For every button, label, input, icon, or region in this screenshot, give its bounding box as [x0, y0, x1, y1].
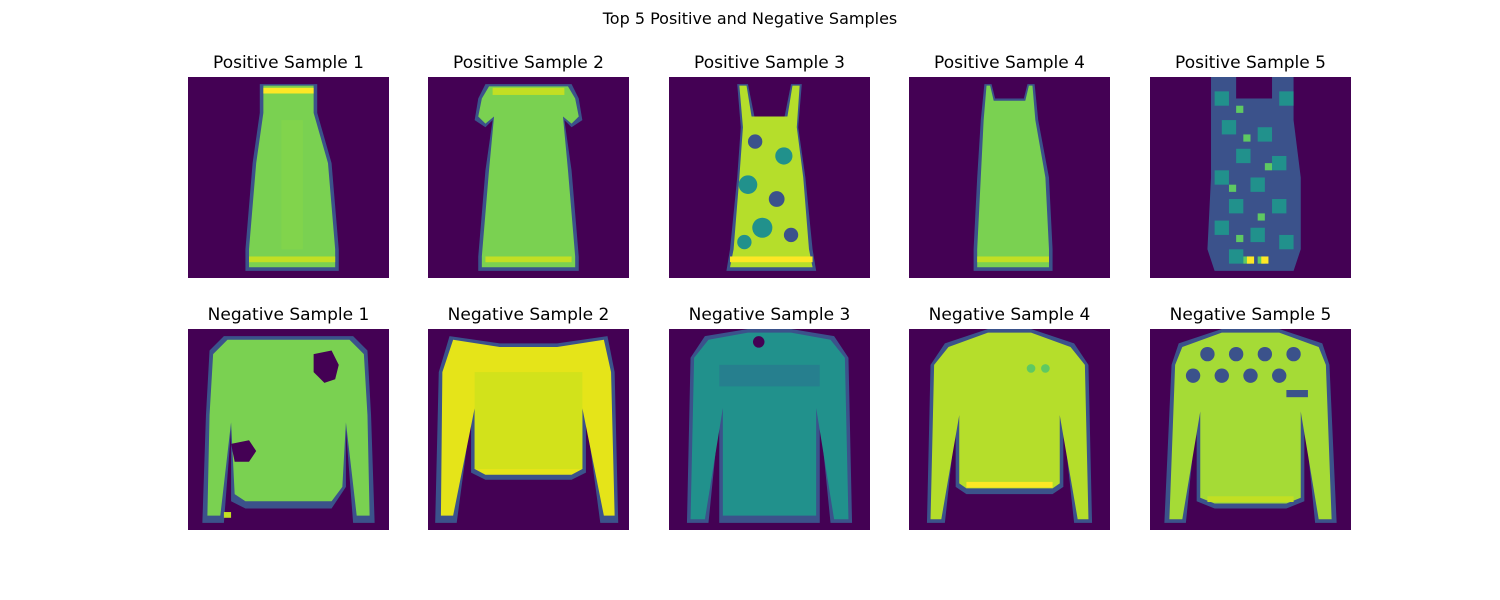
- positive-sample-image-4: [909, 77, 1110, 278]
- negative-sample-image-4: [909, 329, 1110, 530]
- negative-sample-title-5: Negative Sample 5: [1169, 305, 1332, 325]
- negative-sample-title-2: Negative Sample 2: [447, 305, 610, 325]
- negative-sample-title-3: Negative Sample 3: [688, 305, 851, 325]
- positive-sample-image-1: [188, 77, 389, 278]
- negative-sample-title-4: Negative Sample 4: [928, 305, 1091, 325]
- positive-sample-title-2: Positive Sample 2: [453, 53, 604, 73]
- positive-sample-title-3: Positive Sample 3: [694, 53, 845, 73]
- negative-sample-image-3: [669, 329, 870, 530]
- positive-sample-image-2: [428, 77, 629, 278]
- positive-sample-title-5: Positive Sample 5: [1175, 53, 1326, 73]
- positive-sample-image-3: [669, 77, 870, 278]
- figure-title: Top 5 Positive and Negative Samples: [602, 9, 898, 28]
- positive-sample-title-4: Positive Sample 4: [934, 53, 1085, 73]
- positive-sample-title-1: Positive Sample 1: [213, 53, 364, 73]
- negative-sample-image-2: [428, 329, 629, 530]
- negative-sample-title-1: Negative Sample 1: [207, 305, 370, 325]
- negative-sample-image-5: [1150, 329, 1351, 530]
- positive-sample-image-5: [1150, 77, 1351, 278]
- negative-sample-image-1: [188, 329, 389, 530]
